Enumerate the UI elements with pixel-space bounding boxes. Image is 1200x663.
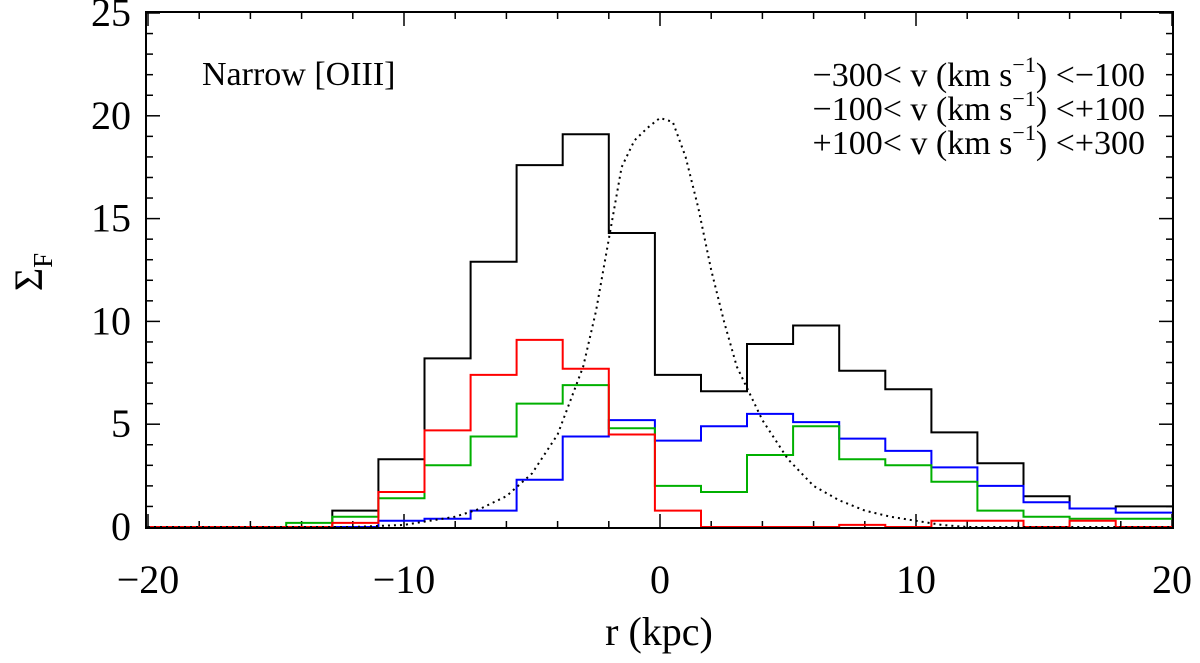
legend-entry: +100< v (km s−1) <+300	[813, 120, 1145, 162]
legend-entry-close: ) <+100	[1036, 91, 1145, 128]
y-tick-label: 5	[111, 401, 131, 446]
annotation-label: Narrow [OIII]	[202, 56, 396, 93]
axis-labels: −20 −10 0 10 20 0 5 10 15 20 25	[91, 0, 1192, 602]
legend-entry-lower: −300<	[813, 57, 911, 94]
x-tick-label: 0	[650, 557, 670, 602]
legend-entry-exponent: −1	[1012, 86, 1035, 111]
y-axis-label: ΣF	[6, 253, 58, 291]
y-tick-label: 0	[111, 504, 131, 549]
series-red-histogram	[148, 338, 1172, 528]
x-tick-label: 20	[1152, 557, 1192, 602]
legend-entry-unit: v (km s	[910, 57, 1012, 94]
x-tick-label: −10	[373, 557, 436, 602]
axis-ticks	[146, 12, 1173, 528]
legend-entry-exponent: −1	[1012, 120, 1035, 145]
plot-series	[148, 116, 1172, 528]
y-tick-label: 25	[91, 0, 131, 35]
y-axis-label-subscript: F	[28, 253, 58, 268]
legend-entry-unit: v (km s	[910, 125, 1012, 162]
legend-entry: −300< v (km s−1) <−100	[813, 52, 1145, 94]
y-tick-label: 20	[91, 93, 131, 138]
y-axis-label-symbol: Σ	[6, 268, 51, 291]
reference-profile-dotted	[148, 116, 1172, 528]
series-blue-histogram	[148, 412, 1172, 528]
y-tick-label: 15	[91, 196, 131, 241]
legend-entry-unit: v (km s	[910, 91, 1012, 128]
x-tick-label: −20	[117, 557, 180, 602]
x-axis-label: r (kpc)	[605, 609, 713, 654]
plot-frame	[145, 11, 1174, 529]
legend-entry-lower: −100<	[813, 91, 911, 128]
y-tick-label: 10	[91, 298, 131, 343]
series-total-histogram	[148, 133, 1172, 528]
x-tick-label: 10	[896, 557, 936, 602]
legend-entry-lower: +100<	[813, 125, 911, 162]
series-green-histogram	[148, 384, 1172, 528]
legend-entry-close: ) <−100	[1036, 57, 1145, 94]
legend-entry-close: ) <+300	[1036, 125, 1145, 162]
legend-entry-exponent: −1	[1012, 52, 1035, 77]
legend: −300< v (km s−1) <−100−100< v (km s−1) <…	[813, 52, 1145, 162]
legend-entry: −100< v (km s−1) <+100	[813, 86, 1145, 128]
